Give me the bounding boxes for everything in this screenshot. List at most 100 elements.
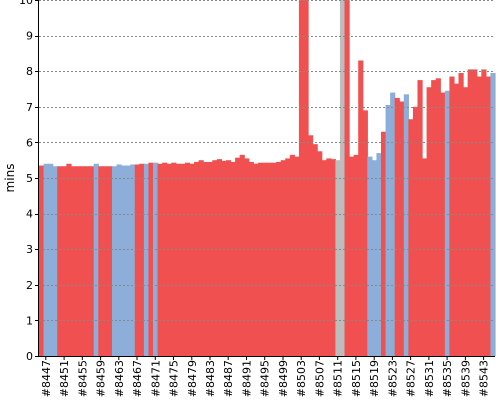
build-8479-bar <box>189 163 195 356</box>
build-8474-bar <box>166 163 172 356</box>
x-tick-label-8447: #8447 <box>40 360 53 397</box>
x-tick-label-8475: #8475 <box>168 360 181 397</box>
x-tick-label-8483: #8483 <box>204 360 217 397</box>
y-tick-label-10: 10 <box>19 0 33 7</box>
build-8502-bar <box>294 156 300 356</box>
y-tick-label-7: 7 <box>26 101 33 114</box>
build-8451-bar <box>61 166 67 356</box>
build-8464-bar <box>121 165 127 356</box>
y-tick-label-3: 3 <box>26 243 33 256</box>
build-8452-bar <box>66 163 72 356</box>
build-8476-bar <box>175 163 181 356</box>
y-tick-label-0: 0 <box>26 350 33 363</box>
build-8475-bar <box>171 162 177 356</box>
build-8463-bar <box>116 164 122 356</box>
build-8487-bar <box>225 160 232 356</box>
build-8512-bar <box>339 0 346 356</box>
build-8519-bar <box>371 160 378 356</box>
build-8485-bar <box>216 159 222 356</box>
x-tick-label-8455: #8455 <box>76 360 89 397</box>
build-8489-bar <box>235 157 241 356</box>
build-8509-bar <box>326 158 332 356</box>
build-8500-bar <box>285 158 291 356</box>
build-8466-bar <box>130 164 136 356</box>
build-8530-bar <box>422 158 428 356</box>
build-8528-bar <box>412 106 419 356</box>
build-8525-bar <box>399 101 405 357</box>
build-8498-bar <box>276 161 282 356</box>
build-8518-bar <box>367 156 373 356</box>
build-8456-bar <box>84 166 90 356</box>
build-8482-bar <box>203 161 209 356</box>
x-tick-label-8535: #8535 <box>441 360 454 397</box>
build-8470-bar <box>148 162 154 356</box>
build-8459-bar <box>98 166 104 356</box>
y-tick-label-2: 2 <box>26 279 33 292</box>
build-8511-bar <box>335 160 341 356</box>
build-8531-bar <box>426 87 432 356</box>
build-8472-bar <box>157 163 163 356</box>
build-8523-bar <box>390 92 396 356</box>
build-8484-bar <box>212 160 218 356</box>
build-8471-bar <box>153 162 159 356</box>
build-8455-bar <box>80 166 86 356</box>
duration-area <box>39 0 496 357</box>
build-8473-bar <box>162 162 168 356</box>
build-8543-bar <box>481 69 487 357</box>
x-tick-label-8451: #8451 <box>58 360 71 397</box>
x-tick-label-8531: #8531 <box>423 360 436 397</box>
build-8537-bar <box>453 83 460 356</box>
y-tick-label-8: 8 <box>26 65 33 78</box>
y-axis-label: mins <box>3 164 17 193</box>
build-8529-bar <box>417 80 423 356</box>
build-8465-bar <box>125 165 131 356</box>
build-8501-bar <box>289 154 295 356</box>
build-8495-bar <box>262 162 268 356</box>
x-tick-label-8519: #8519 <box>368 360 381 397</box>
build-8481-bar <box>198 160 204 356</box>
build-8492-bar <box>248 161 254 356</box>
build-8516-bar <box>358 60 364 357</box>
build-8467-bar <box>134 164 140 356</box>
build-8510-bar <box>330 159 336 356</box>
build-8460-bar <box>102 166 108 356</box>
build-8538-bar <box>458 72 464 356</box>
build-8478-bar <box>184 162 191 356</box>
build-8526-bar <box>403 94 409 356</box>
build-8515-bar <box>353 154 359 356</box>
build-8458-bar <box>93 163 99 356</box>
build-8493-bar <box>253 163 259 356</box>
build-8527-bar <box>408 119 414 356</box>
build-8447-bar <box>43 163 49 356</box>
build-8521-bar <box>381 131 387 356</box>
build-8541-bar <box>472 69 478 357</box>
build-8539-bar <box>463 87 469 356</box>
build-8503-bar <box>298 0 305 356</box>
x-tick-label-8459: #8459 <box>95 360 108 397</box>
build-8457-bar <box>89 166 95 356</box>
y-tick-label-1: 1 <box>26 314 33 327</box>
build-8508-bar <box>321 160 327 356</box>
build-8544-bar <box>485 76 492 356</box>
build-8454-bar <box>75 166 81 356</box>
build-8524-bar <box>394 97 400 357</box>
y-tick-label-4: 4 <box>26 208 33 221</box>
build-8520-bar <box>376 153 382 356</box>
x-tick-label-8487: #8487 <box>222 360 235 397</box>
y-tick-label-9: 9 <box>26 30 33 43</box>
build-8497-bar <box>271 162 277 356</box>
y-tick-label-5: 5 <box>26 172 33 185</box>
build-8534-bar <box>440 92 446 356</box>
build-8491-bar <box>244 158 250 356</box>
build-8461-bar <box>107 166 113 356</box>
x-tick-label-8467: #8467 <box>131 360 144 397</box>
build-8504-bar <box>303 0 309 356</box>
x-tick-label-8539: #8539 <box>459 360 472 397</box>
x-tick-label-8471: #8471 <box>149 360 162 397</box>
x-tick-label-8479: #8479 <box>186 360 199 397</box>
grid-lines <box>39 0 495 321</box>
build-8517-bar <box>362 110 368 356</box>
build-8494-bar <box>257 162 264 356</box>
build-8486-bar <box>221 160 227 356</box>
